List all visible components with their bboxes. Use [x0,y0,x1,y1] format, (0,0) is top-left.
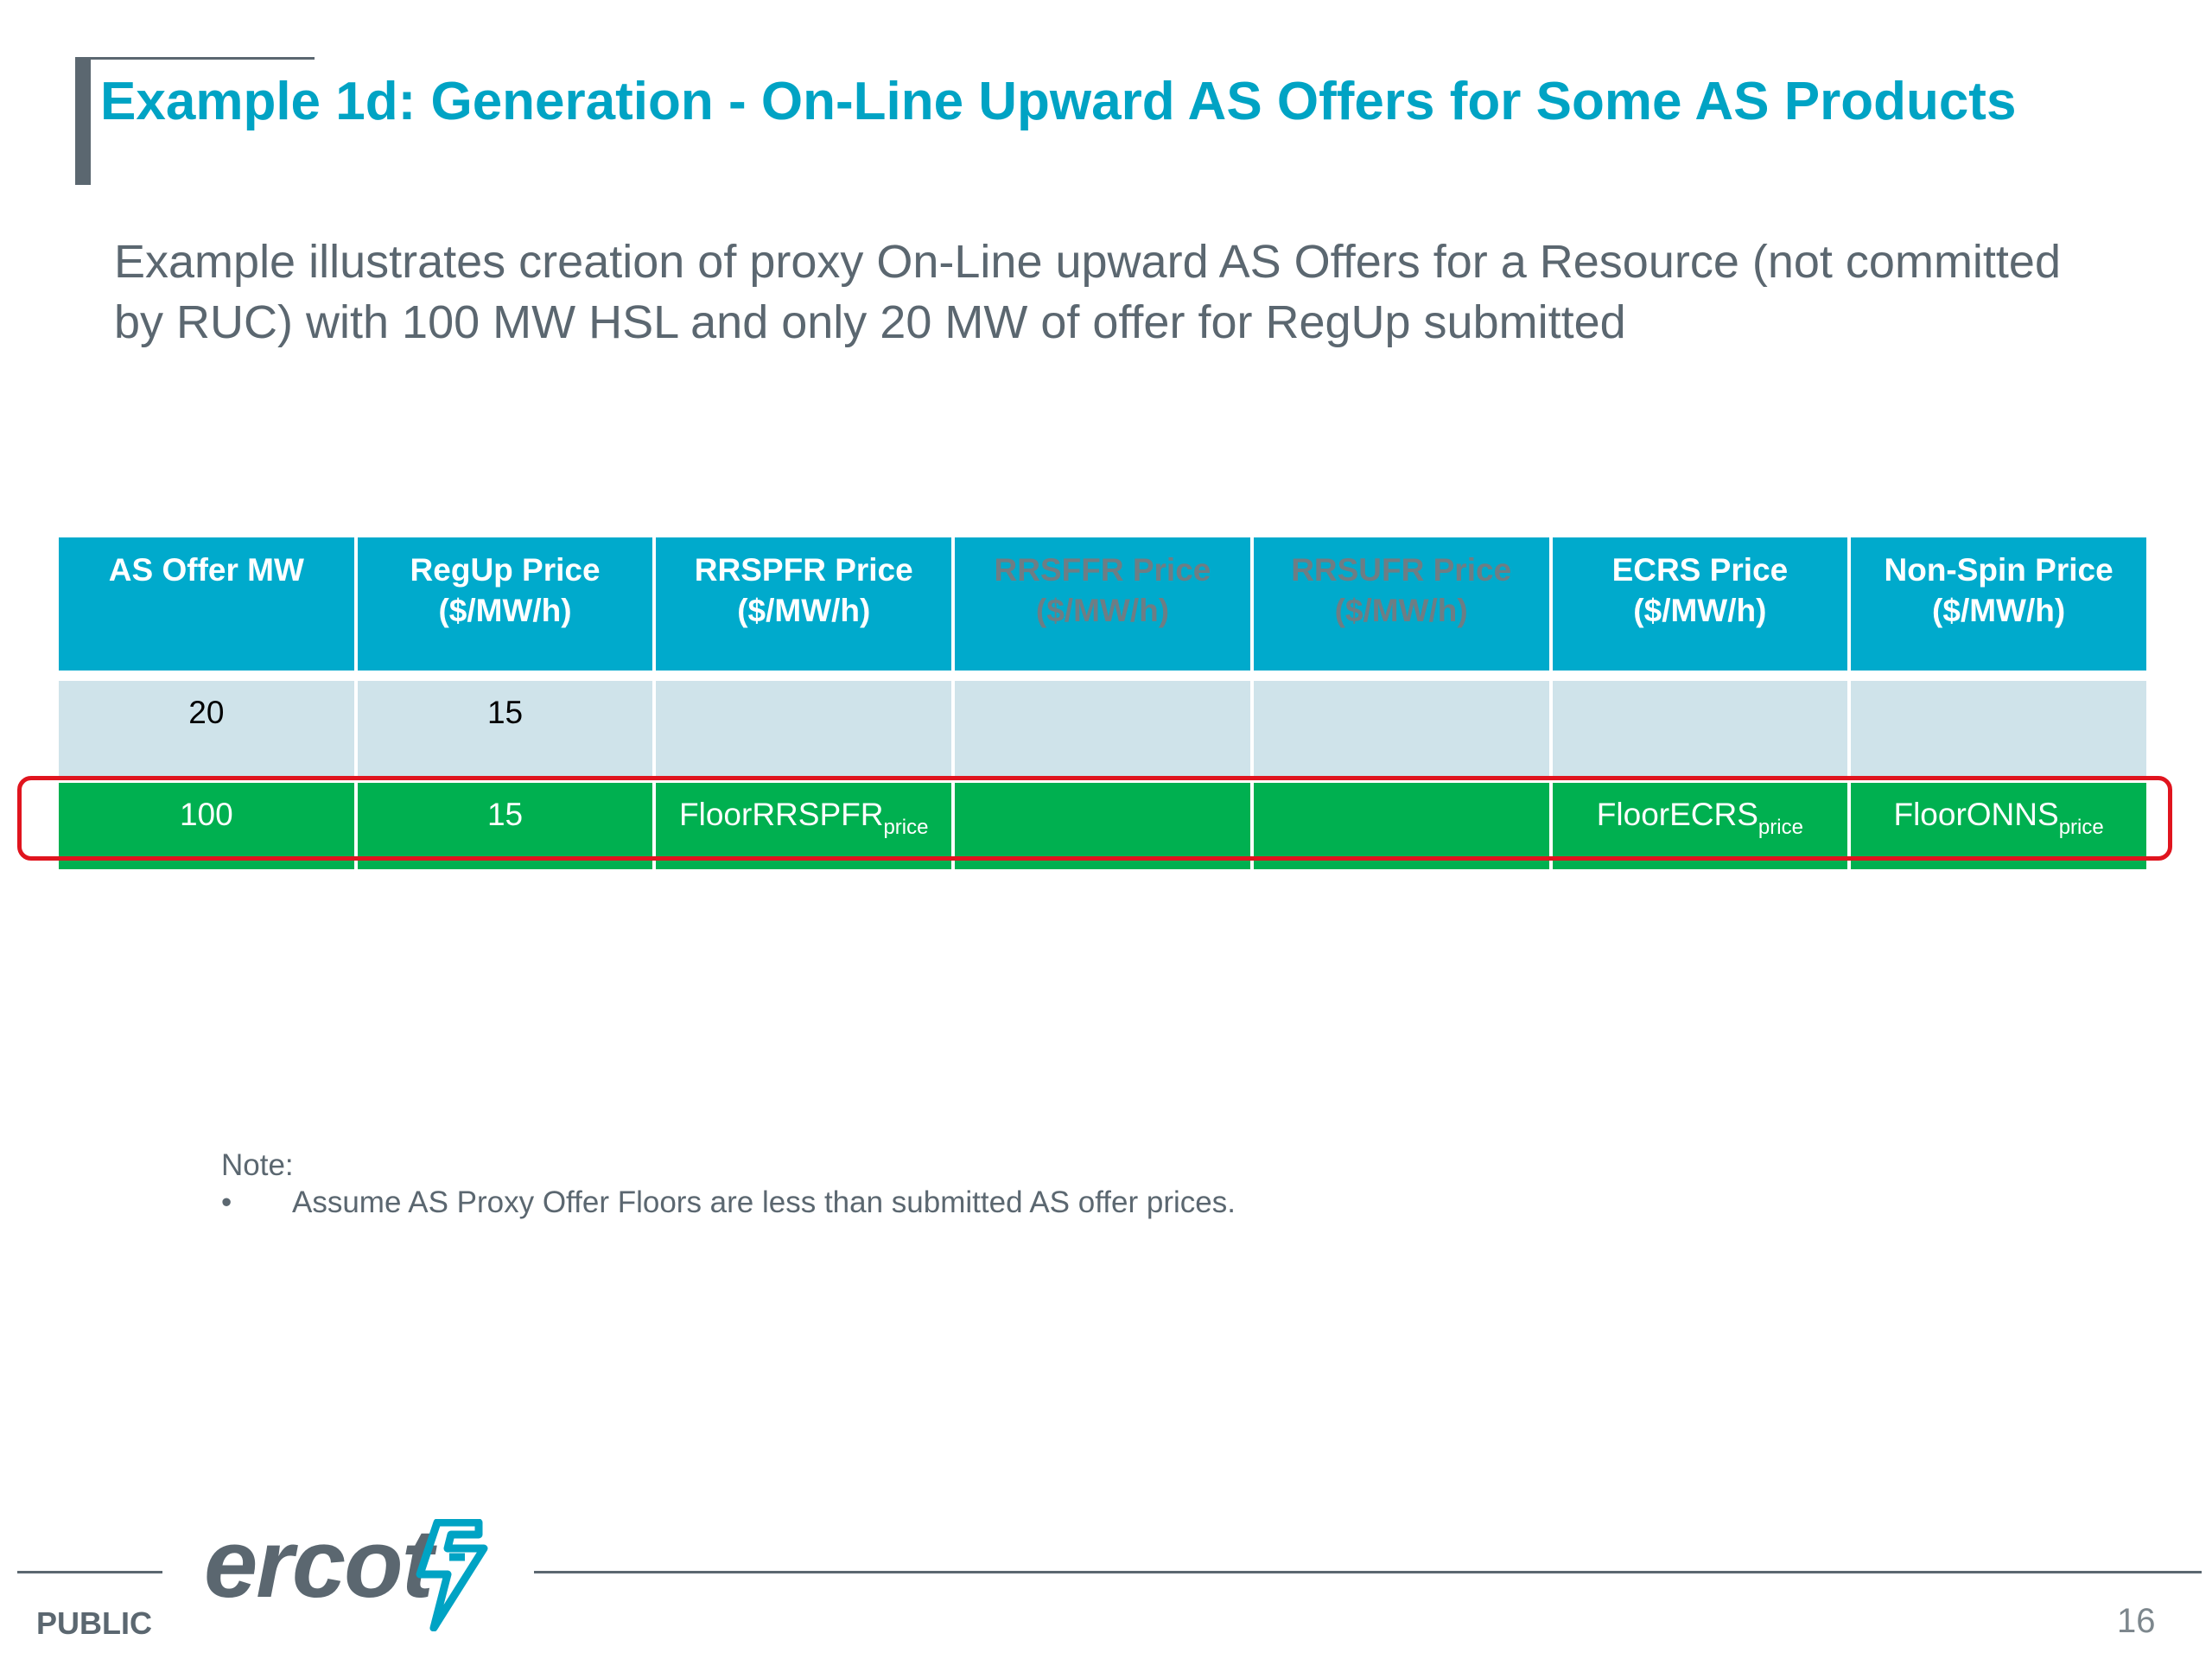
header-rrsufr-price: RRSUFR Price ($/MW/h) [1249,537,1553,681]
table-header-row: AS Offer MW RegUp Price ($/MW/h) RRSPFR P… [55,537,2150,681]
table-cell [951,781,1254,869]
title-accent-line [75,57,315,60]
page-number: 16 [2117,1602,2156,1640]
slide-subtitle: Example illustrates creation of proxy On… [114,236,2061,348]
table-cell: FloorECRSprice [1548,781,1852,869]
table-cell [1249,676,1553,783]
table-cell [1249,781,1553,869]
ercot-bolt-icon [416,1519,488,1631]
table-row-proxy-offer: 100 15 FloorRRSPFRprice FloorECRSprice F… [55,781,2150,869]
note-bullet: • [221,1185,232,1219]
table-cell: 100 [55,781,358,869]
table-cell: FloorRRSPFRprice [652,781,956,869]
slide-title: Example 1d: Generation - On-Line Upward … [100,72,2017,131]
as-offer-table: AS Offer MW RegUp Price ($/MW/h) RRSPFR P… [55,537,2150,869]
ercot-logo: ercot [204,1512,498,1633]
title-accent-bar [75,57,91,185]
note-text: Assume AS Proxy Offer Floors are less th… [292,1185,1236,1219]
table-cell: FloorONNSprice [1847,781,2150,869]
header-rrspfr-price: RRSPFR Price ($/MW/h) [652,537,956,681]
header-as-offer-mw: AS Offer MW [55,537,358,681]
header-rrsffr-price: RRSFFR Price ($/MW/h) [951,537,1254,681]
table-cell [951,676,1254,783]
classification-label: PUBLIC [36,1605,152,1641]
header-ecrs-price: ECRS Price ($/MW/h) [1548,537,1852,681]
header-non-spin-price: Non-Spin Price ($/MW/h) [1847,537,2150,681]
table-cell: 15 [353,676,657,783]
table-cell [1548,676,1852,783]
footer-divider-right [534,1571,2202,1573]
footer-divider-left [17,1571,162,1573]
table-cell: 15 [353,781,657,869]
table-cell [652,676,956,783]
logo-wordmark: ercot [204,1510,434,1618]
note-label: Note: [221,1148,294,1182]
table-cell: 20 [55,676,358,783]
header-regup-price: RegUp Price ($/MW/h) [353,537,657,681]
table-row-submitted-offer: 20 15 [55,676,2150,783]
table-cell [1847,676,2150,783]
